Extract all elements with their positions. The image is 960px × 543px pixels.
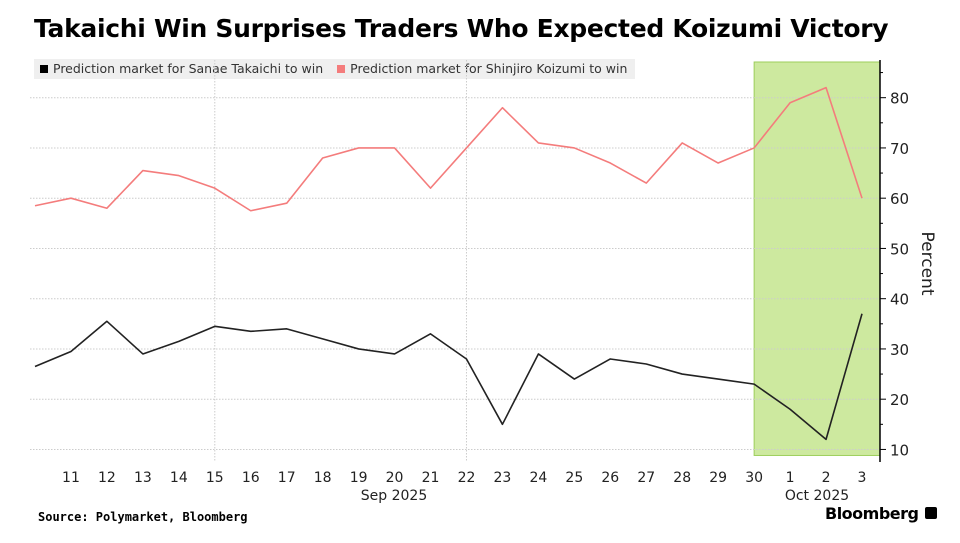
x-tick-label: 1 <box>786 470 795 486</box>
x-tick-label: 23 <box>494 470 512 486</box>
x-tick-label: 11 <box>62 470 80 486</box>
source-note: Source: Polymarket, Bloomberg <box>38 510 248 524</box>
y-tick-label: 10 <box>890 441 909 459</box>
y-tick-label: 80 <box>890 90 909 108</box>
y-tick-label: 40 <box>890 291 909 309</box>
x-tick-label: 2 <box>822 470 831 486</box>
x-tick-label: 30 <box>745 470 763 486</box>
y-tick-label: 30 <box>890 341 909 359</box>
x-tick-label: 25 <box>565 470 583 486</box>
chart-title: Takaichi Win Surprises Traders Who Expec… <box>34 14 889 43</box>
legend-label: Prediction market for Sanae Takaichi to … <box>53 61 324 76</box>
series-line-koizumi <box>34 86 863 212</box>
y-axis-label: Percent <box>917 232 937 296</box>
x-tick-label: 17 <box>278 470 296 486</box>
x-tick-label: 28 <box>673 470 691 486</box>
legend-swatch <box>40 64 48 73</box>
bloomberg-logo-icon <box>925 507 937 519</box>
x-tick-label: 3 <box>858 470 867 486</box>
x-group-label: Sep 2025 <box>361 488 427 504</box>
legend: Prediction market for Sanae Takaichi to … <box>34 59 636 79</box>
x-tick-label: 18 <box>314 470 332 486</box>
y-tick-label: 20 <box>890 391 909 409</box>
x-tick-label: 16 <box>242 470 260 486</box>
x-tick-label: 20 <box>386 470 404 486</box>
legend-label: Prediction market for Shinjiro Koizumi t… <box>350 61 628 76</box>
x-tick-label: 15 <box>206 470 224 486</box>
x-tick-label: 29 <box>709 470 727 486</box>
x-tick-label: 14 <box>170 470 188 486</box>
y-tick-label: 70 <box>890 140 909 158</box>
highlight-region <box>753 61 881 456</box>
series-line-takaichi <box>34 313 863 441</box>
y-tick-label: 50 <box>890 240 909 258</box>
bloomberg-logo: Bloomberg <box>825 504 919 523</box>
legend-swatch <box>337 64 346 73</box>
legend-item-takaichi: Prediction market for Sanae Takaichi to … <box>40 61 323 76</box>
x-group-label: Oct 2025 <box>785 488 849 504</box>
x-tick-label: 24 <box>529 470 547 486</box>
x-tick-label: 12 <box>98 470 116 486</box>
x-tick-label: 19 <box>350 470 368 486</box>
x-tick-label: 22 <box>458 470 476 486</box>
x-tick-label: 13 <box>134 470 152 486</box>
y-tick-label: 60 <box>890 190 909 208</box>
x-tick-label: 21 <box>422 470 440 486</box>
x-tick-label: 26 <box>601 470 619 486</box>
x-tick-label: 27 <box>637 470 655 486</box>
legend-item-koizumi: Prediction market for Shinjiro Koizumi t… <box>337 61 627 76</box>
